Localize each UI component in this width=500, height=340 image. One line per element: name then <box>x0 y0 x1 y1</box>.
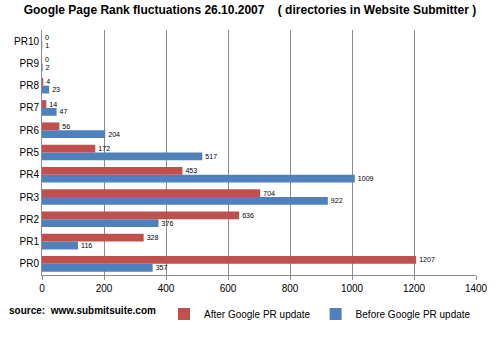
svg-text:2: 2 <box>46 64 50 72</box>
svg-text:600: 600 <box>220 283 237 294</box>
svg-text:0: 0 <box>45 34 49 42</box>
svg-text:800: 800 <box>282 283 299 294</box>
svg-text:PR6: PR6 <box>20 125 40 136</box>
svg-text:PR1: PR1 <box>20 236 40 247</box>
svg-text:328: 328 <box>147 234 159 242</box>
svg-text:PR7: PR7 <box>20 102 40 113</box>
svg-text:1000: 1000 <box>341 283 364 294</box>
svg-text:1207: 1207 <box>419 256 435 264</box>
svg-text:1009: 1009 <box>358 175 374 183</box>
svg-text:PR5: PR5 <box>20 147 40 158</box>
svg-text:517: 517 <box>205 153 217 161</box>
svg-text:172: 172 <box>98 145 110 153</box>
svg-text:1: 1 <box>45 42 49 50</box>
svg-text:400: 400 <box>158 283 175 294</box>
svg-text:1400: 1400 <box>465 283 488 294</box>
svg-text:PR0: PR0 <box>20 258 40 269</box>
svg-text:376: 376 <box>162 220 174 228</box>
svg-text:0: 0 <box>39 283 45 294</box>
svg-text:Google Page Rank fluctuations: Google Page Rank fluctuations 26.10.2007… <box>24 3 477 17</box>
svg-text:4: 4 <box>46 78 50 86</box>
svg-text:453: 453 <box>185 167 197 175</box>
svg-text:PR9: PR9 <box>20 58 40 69</box>
svg-text:116: 116 <box>81 242 92 250</box>
svg-text:200: 200 <box>96 283 113 294</box>
svg-text:PR2: PR2 <box>20 214 40 225</box>
svg-text:204: 204 <box>108 131 120 139</box>
svg-text:source: www.submitsuite.com: source: www.submitsuite.com <box>9 305 156 316</box>
svg-text:0: 0 <box>45 56 49 64</box>
svg-text:Before Google PR update: Before Google PR update <box>356 309 471 320</box>
svg-text:704: 704 <box>263 190 275 198</box>
svg-text:357: 357 <box>156 264 168 272</box>
svg-text:PR3: PR3 <box>20 192 40 203</box>
svg-text:47: 47 <box>60 108 68 116</box>
svg-text:PR10: PR10 <box>14 36 39 47</box>
svg-text:1200: 1200 <box>403 283 426 294</box>
svg-text:636: 636 <box>242 212 254 220</box>
svg-text:After Google PR update: After Google PR update <box>204 309 311 320</box>
svg-text:23: 23 <box>52 86 60 94</box>
svg-text:PR8: PR8 <box>20 80 40 91</box>
svg-text:922: 922 <box>331 197 343 205</box>
svg-text:PR4: PR4 <box>20 169 40 180</box>
svg-text:14: 14 <box>49 101 57 109</box>
svg-text:56: 56 <box>62 123 70 131</box>
